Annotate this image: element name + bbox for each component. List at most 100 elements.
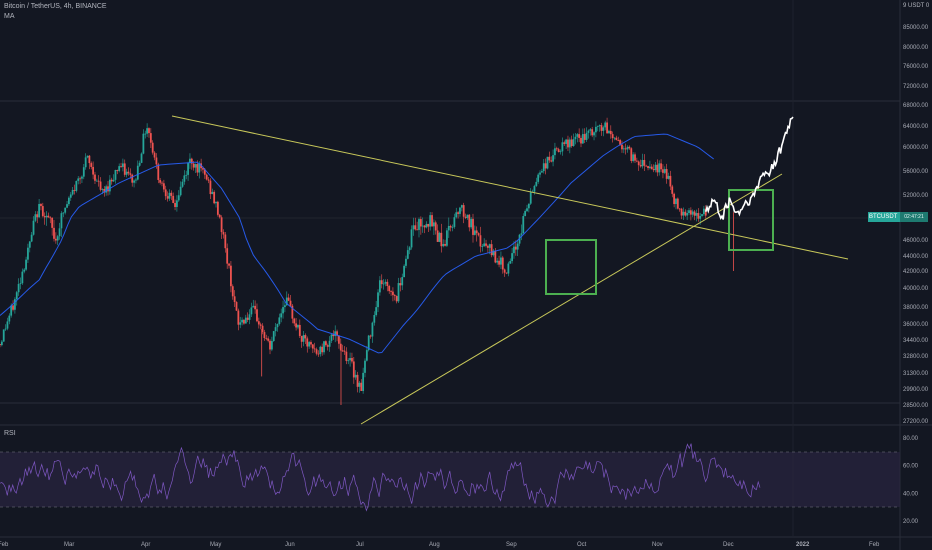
candle-body	[637, 161, 640, 166]
candle-body	[466, 214, 469, 218]
candle-body	[328, 340, 331, 347]
candle-body	[276, 324, 279, 328]
candle-body	[112, 179, 115, 182]
candle-body	[581, 134, 584, 144]
trendline-ascending[interactable]	[360, 173, 783, 425]
candle-body	[600, 125, 603, 131]
candle-body	[28, 241, 31, 248]
candle-body	[347, 360, 350, 362]
price-tick-label: 85000.00	[903, 25, 929, 31]
candle-body	[557, 149, 560, 153]
rsi-title[interactable]: RSI	[4, 430, 16, 437]
highlight-box-sep[interactable]	[545, 239, 597, 295]
candle-body	[449, 225, 452, 228]
candle-body	[12, 305, 14, 310]
price-tick-label: 80000.00	[903, 45, 929, 51]
currency-label[interactable]: 9 USDT 0	[903, 3, 930, 9]
candle-body	[77, 178, 80, 181]
ma-indicator-label[interactable]: MA	[4, 13, 15, 20]
candle-body	[4, 328, 7, 330]
candle-body	[6, 321, 9, 329]
candle-body	[21, 271, 24, 284]
candle-body	[392, 291, 394, 296]
symbol-title[interactable]: Bitcoin / TetherUS, 4h, BINANCE	[4, 3, 107, 10]
candle-body	[38, 203, 41, 218]
candle-body	[369, 335, 372, 337]
candle-body	[647, 166, 649, 169]
candle-body	[412, 225, 415, 230]
candle-body	[565, 139, 568, 144]
candle-body	[380, 280, 383, 285]
candle-body	[356, 374, 359, 387]
candle-body	[289, 300, 292, 306]
candle-body	[198, 163, 201, 173]
candle-body	[654, 164, 657, 171]
candle-body	[122, 163, 124, 167]
candle-body	[354, 374, 357, 378]
candle-body	[704, 208, 707, 216]
candle-body	[230, 265, 232, 287]
candle-body	[485, 243, 487, 246]
candle-body	[261, 325, 264, 333]
candle-body	[608, 130, 610, 134]
candle-body	[570, 139, 573, 147]
candle-body	[477, 233, 480, 236]
candle-body	[146, 128, 149, 134]
candle-body	[248, 314, 251, 320]
candle-body	[190, 158, 193, 164]
rsi-tick-label: 60.00	[903, 464, 919, 470]
price-tick-label: 28500.00	[903, 403, 929, 409]
candle-body	[194, 164, 197, 168]
candle-body	[138, 162, 141, 166]
time-tick-label: Mar	[64, 542, 74, 548]
candle-body	[609, 130, 612, 135]
candle-body	[585, 132, 588, 140]
candle-body	[371, 322, 374, 337]
candle-body	[216, 201, 219, 215]
candle-body	[32, 220, 35, 235]
candle-body	[492, 250, 495, 256]
candle-body	[202, 168, 204, 170]
rsi-tick-label: 80.00	[903, 436, 919, 442]
candle-body	[203, 169, 206, 175]
candle-body	[148, 128, 150, 134]
candle-body	[51, 217, 54, 228]
candle-body	[701, 214, 703, 216]
candle-body	[274, 327, 277, 332]
candle-body	[330, 334, 333, 341]
candle-body	[373, 315, 376, 323]
candle-body	[174, 202, 176, 207]
time-tick-label: Oct	[577, 542, 587, 548]
candle-body	[626, 146, 629, 150]
candle-body	[92, 166, 95, 175]
candle-body	[181, 181, 184, 187]
time-tick-label: Feb	[869, 542, 880, 548]
candle-body	[606, 122, 608, 134]
candle-body	[434, 222, 437, 231]
candle-body	[183, 175, 186, 182]
candle-body	[218, 214, 221, 218]
candle-body	[533, 185, 536, 192]
candle-body	[680, 208, 683, 216]
candle-body	[351, 358, 353, 362]
candle-body	[393, 295, 396, 297]
highlight-box-dec[interactable]	[728, 189, 774, 251]
trendline-descending[interactable]	[171, 115, 849, 260]
candle-body	[462, 205, 465, 217]
projection-path	[705, 116, 794, 220]
candle-body	[2, 329, 5, 342]
candle-body	[572, 139, 575, 147]
price-tick-label: 60000.00	[903, 145, 929, 151]
candle-body	[349, 358, 351, 361]
candle-body	[552, 155, 554, 162]
candle-body	[343, 350, 346, 352]
price-tick-label: 32800.00	[903, 354, 929, 360]
candle-body	[166, 196, 169, 199]
candle-body	[669, 175, 672, 187]
candle-body	[49, 217, 52, 219]
candle-body	[486, 245, 489, 248]
candle-body	[596, 126, 599, 127]
candle-body	[522, 216, 525, 234]
candle-body	[159, 179, 162, 183]
